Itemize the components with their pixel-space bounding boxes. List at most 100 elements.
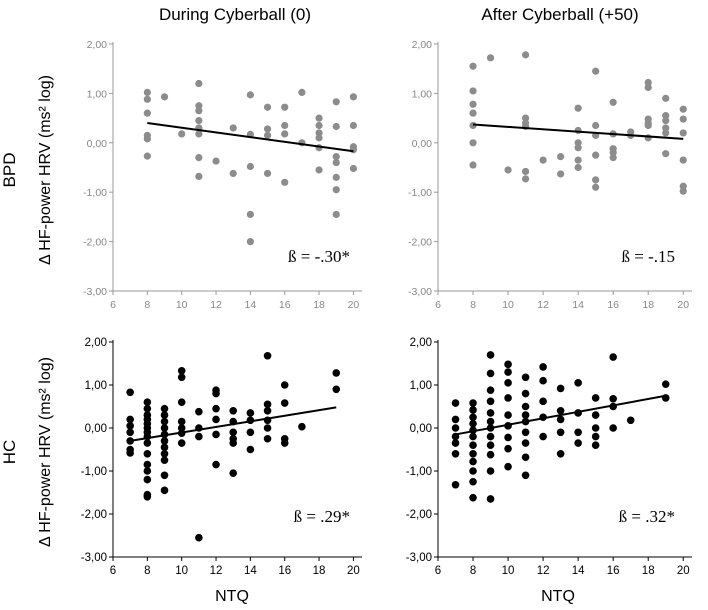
data-point-bpd-after (592, 151, 600, 159)
data-point-hc-during (160, 486, 169, 495)
x-tick-label-hc-after: 10 (502, 565, 515, 577)
data-point-hc-during (280, 399, 289, 407)
data-point-hc-during (332, 369, 341, 377)
x-tick-label-bpd-during: 8 (144, 299, 150, 311)
data-point-bpd-after (644, 121, 652, 130)
data-point-bpd-after (609, 149, 617, 157)
data-point-hc-during (177, 373, 186, 382)
data-point-hc-after (591, 441, 600, 450)
y-tick-label-hc-during: -3,00 (81, 552, 107, 564)
data-point-bpd-during (332, 153, 340, 161)
data-point-hc-after (574, 379, 582, 387)
data-point-hc-during (298, 422, 306, 431)
data-point-hc-after (486, 417, 495, 426)
x-tick-label-bpd-during: 12 (210, 299, 222, 311)
data-point-bpd-after (469, 100, 477, 108)
data-point-bpd-after (539, 156, 547, 164)
data-point-hc-after (521, 439, 530, 447)
y-tick-label-hc-during: 1,00 (85, 380, 107, 392)
y-tick-label-bpd-after: 0,00 (412, 138, 433, 150)
data-point-hc-during (160, 471, 169, 480)
regression-line-bpd-during (147, 122, 354, 153)
x-tick-label-bpd-during: 20 (348, 299, 360, 311)
y-tick-label-hc-during: 0,00 (85, 423, 107, 435)
data-point-bpd-during (332, 98, 340, 106)
data-point-hc-after (504, 360, 512, 369)
data-point-bpd-after (662, 112, 670, 120)
data-point-hc-during (143, 450, 152, 458)
row-label-hc: HC (0, 440, 19, 465)
data-point-bpd-after (486, 54, 495, 62)
data-point-bpd-after (592, 176, 600, 184)
data-point-hc-after (521, 373, 530, 382)
x-tick-label-hc-during: 12 (210, 565, 223, 577)
data-point-hc-after (556, 415, 565, 424)
x-tick-label-hc-after: 8 (470, 565, 476, 577)
data-point-bpd-after (662, 116, 670, 125)
data-point-hc-after (486, 409, 495, 417)
data-point-bpd-during (349, 121, 358, 130)
data-point-hc-during (212, 460, 220, 469)
x-tick-label-hc-after: 16 (607, 565, 620, 577)
data-point-bpd-after (662, 94, 670, 102)
data-point-bpd-after (679, 105, 687, 113)
data-point-bpd-after (679, 115, 687, 123)
data-point-bpd-during (246, 162, 254, 171)
data-point-hc-after (451, 439, 460, 447)
data-point-hc-during (126, 422, 134, 430)
x-tick-label-hc-during: 18 (313, 565, 326, 577)
data-point-bpd-during (263, 125, 272, 133)
data-point-bpd-during (143, 135, 151, 143)
data-point-bpd-during (178, 130, 186, 138)
data-point-bpd-after (662, 129, 670, 137)
data-point-hc-after (486, 495, 495, 503)
data-point-hc-after (451, 399, 460, 407)
data-point-hc-after (486, 467, 495, 475)
data-point-hc-after (486, 450, 495, 459)
data-point-hc-after (521, 389, 530, 398)
data-point-hc-during (143, 439, 152, 447)
data-point-hc-after (556, 428, 565, 437)
data-point-bpd-after (574, 139, 582, 147)
data-point-hc-during (160, 424, 169, 432)
y-tick-label-hc-after: -1,00 (406, 466, 432, 478)
data-point-bpd-during (143, 109, 151, 117)
data-point-hc-after (486, 432, 495, 441)
data-point-hc-after (609, 424, 617, 432)
y-tick-label-hc-after: 1,00 (410, 380, 432, 392)
data-point-bpd-during (143, 95, 151, 103)
data-point-hc-after (556, 384, 565, 393)
y-tick-label-hc-during: -1,00 (81, 466, 107, 478)
x-tick-label-hc-during: 20 (347, 565, 360, 577)
y-tick-label-bpd-during: 2,00 (87, 39, 108, 51)
data-point-bpd-during (212, 157, 220, 165)
data-point-hc-during (246, 445, 255, 454)
data-point-bpd-during (195, 116, 203, 125)
data-point-hc-after (469, 457, 477, 466)
data-point-bpd-after (679, 182, 687, 190)
x-tick-label-hc-after: 6 (435, 565, 441, 577)
data-point-hc-after (486, 351, 495, 359)
data-point-hc-during (229, 439, 238, 447)
data-point-bpd-after (574, 156, 582, 164)
data-point-hc-during (177, 367, 186, 375)
y-tick-label-bpd-after: 2,00 (412, 39, 433, 51)
data-point-bpd-during (315, 129, 323, 137)
y-axis-label-bottom: Δ HF-power HRV (ms² log) (37, 357, 54, 547)
y-tick-label-bpd-after: -3,00 (408, 286, 432, 298)
data-point-hc-during (212, 404, 220, 413)
x-tick-label-bpd-after: 20 (677, 299, 689, 311)
data-point-hc-during (246, 409, 255, 417)
data-point-bpd-during (195, 79, 203, 88)
data-point-hc-after (469, 406, 477, 414)
data-point-hc-during (160, 456, 169, 465)
data-point-hc-after (521, 471, 530, 480)
y-tick-label-bpd-after: 1,00 (412, 88, 433, 100)
data-point-hc-after (661, 380, 670, 388)
y-tick-label-hc-after: 0,00 (410, 423, 432, 435)
data-point-hc-after (504, 368, 512, 376)
x-tick-label-bpd-during: 16 (279, 299, 291, 311)
data-point-bpd-during (195, 102, 203, 110)
data-point-bpd-after (469, 62, 477, 70)
data-point-hc-after (451, 424, 460, 432)
